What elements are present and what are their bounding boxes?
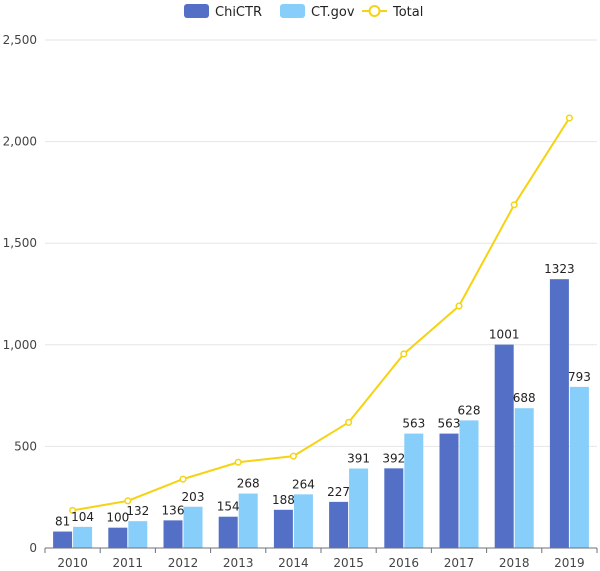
y-tick-label: 0 — [29, 541, 37, 555]
bar-chictr-2017[interactable] — [439, 433, 459, 548]
legend-swatch — [280, 4, 305, 18]
legend[interactable]: ChiCTR CT.gov Total — [184, 4, 423, 20]
line-point-2017[interactable] — [455, 302, 463, 310]
legend-marker — [368, 5, 381, 17]
legend-label: CT.gov — [311, 5, 355, 20]
legend-item-chictr[interactable]: ChiCTR — [184, 4, 262, 20]
legend-swatch — [184, 4, 209, 18]
grid-lines — [45, 39, 597, 447]
y-tick-label: 1,500 — [3, 236, 37, 250]
legend-label: ChiCTR — [215, 5, 262, 20]
data-label: 104 — [71, 510, 94, 524]
bar-chictr-2018[interactable] — [494, 344, 514, 548]
bars — [53, 279, 589, 548]
bar-chictr-2014[interactable] — [273, 509, 293, 548]
bar-chictr-2019[interactable] — [549, 279, 569, 548]
line-point-2019[interactable] — [565, 114, 573, 122]
data-label: 132 — [126, 504, 149, 518]
data-labels: 81 100 136 154 188 227 392 563 1001 1323 104 132 203… — [55, 262, 591, 528]
data-label: 563 — [402, 417, 425, 431]
y-tick-label: 2,000 — [3, 135, 37, 149]
bar-ct-gov-2017[interactable] — [459, 420, 479, 548]
data-label: 264 — [292, 477, 315, 491]
x-tick-label: 2011 — [113, 556, 144, 570]
bar-chictr-2016[interactable] — [384, 468, 404, 548]
data-label: 203 — [182, 490, 205, 504]
line-point-2014[interactable] — [289, 452, 297, 460]
legend-item-ct-gov[interactable]: CT.gov — [280, 4, 355, 20]
y-tick-label: 1,000 — [3, 338, 37, 352]
x-tick-label: 2013 — [223, 556, 254, 570]
data-label: 563 — [438, 417, 461, 431]
x-tick-label: 2018 — [499, 556, 530, 570]
line-point-2018[interactable] — [510, 201, 518, 209]
y-tick-label: 500 — [14, 439, 37, 453]
bar-chictr-2011[interactable] — [108, 527, 128, 548]
data-label: 688 — [513, 391, 536, 405]
legend-label: Total — [392, 5, 423, 20]
x-axis: 2010 2011 2012 2013 2014 2015 2016 2017 2018 2019 — [44, 547, 598, 570]
legend-item-total[interactable]: Total — [362, 5, 423, 20]
data-label: 1323 — [544, 262, 575, 276]
bar-ct-gov-2011[interactable] — [128, 521, 148, 548]
x-tick-label: 2014 — [278, 556, 309, 570]
bar-chictr-2010[interactable] — [53, 531, 73, 548]
line-point-2013[interactable] — [234, 458, 242, 466]
data-label: 100 — [106, 511, 129, 525]
bar-ct-gov-2014[interactable] — [293, 494, 313, 548]
bar-ct-gov-2013[interactable] — [238, 493, 258, 548]
line-point-2011[interactable] — [124, 497, 132, 505]
line-point-2012[interactable] — [179, 475, 187, 483]
data-label: 136 — [162, 503, 185, 517]
bar-ct-gov-2018[interactable] — [514, 408, 534, 548]
x-tick-label: 2017 — [444, 556, 475, 570]
bar-ct-gov-2015[interactable] — [349, 468, 369, 548]
data-label: 227 — [327, 485, 350, 499]
data-label: 154 — [217, 500, 240, 514]
bar-ct-gov-2012[interactable] — [183, 506, 203, 548]
line-point-2016[interactable] — [400, 350, 408, 358]
data-label: 392 — [382, 451, 405, 465]
bar-chictr-2015[interactable] — [329, 501, 349, 548]
total-line — [69, 114, 573, 514]
data-label: 628 — [458, 403, 481, 417]
bar-chictr-2012[interactable] — [163, 520, 183, 548]
y-tick-label: 2,500 — [3, 33, 37, 47]
bar-ct-gov-2010[interactable] — [73, 526, 93, 548]
y-axis: 0 500 1,000 1,500 2,000 2,500 — [3, 33, 37, 555]
data-label: 81 — [55, 515, 70, 529]
data-label: 391 — [347, 452, 370, 466]
data-label: 1001 — [489, 328, 520, 342]
line-point-2015[interactable] — [345, 418, 353, 426]
data-label: 793 — [568, 370, 591, 384]
data-label: 188 — [272, 493, 295, 507]
x-tick-label: 2012 — [168, 556, 199, 570]
x-tick-label: 2015 — [333, 556, 364, 570]
x-tick-label: 2019 — [554, 556, 585, 570]
line-total — [72, 117, 571, 512]
x-tick-label: 2010 — [57, 556, 88, 570]
line-point-2010[interactable] — [69, 506, 77, 514]
data-label: 268 — [237, 477, 260, 491]
x-tick-label: 2016 — [389, 556, 420, 570]
bar-ct-gov-2019[interactable] — [569, 386, 589, 548]
bar-ct-gov-2016[interactable] — [404, 433, 424, 548]
bar-chictr-2013[interactable] — [218, 516, 238, 548]
